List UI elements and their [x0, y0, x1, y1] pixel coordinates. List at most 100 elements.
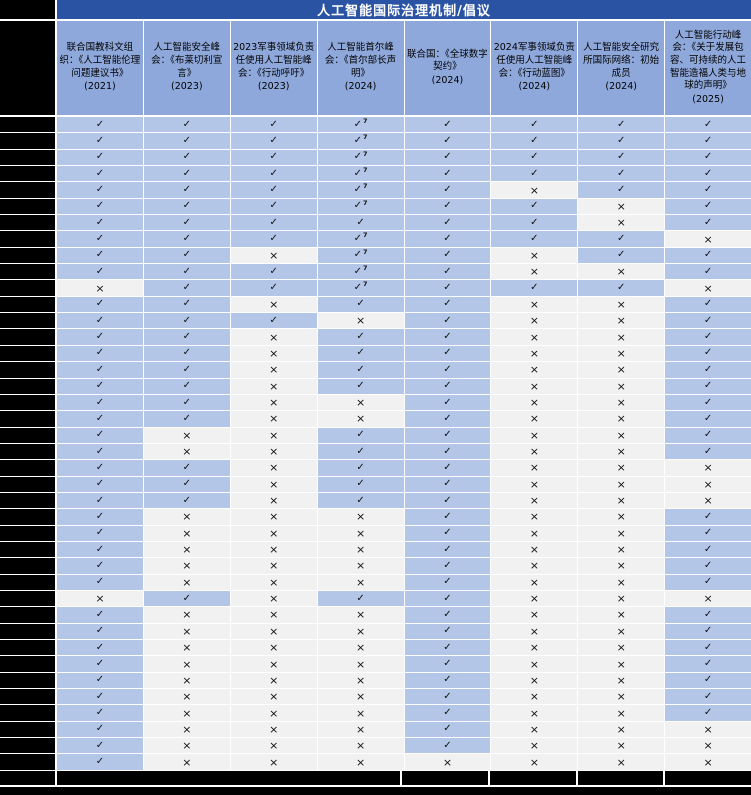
check-mark: ✓: [95, 674, 105, 686]
redacted-row-label: [0, 754, 57, 771]
cross-cell: ×: [143, 672, 231, 690]
table-row: ✓ × × × ✓ × × ×: [0, 738, 751, 755]
column-header-year: (2024): [518, 81, 551, 93]
check-cell: ✓: [57, 492, 144, 510]
cross-cell: ×: [317, 721, 405, 739]
table-row: ✓ ✓ ✓ ✓ 7 ✓ ✓ ✓ ✓: [0, 133, 751, 150]
cross-mark: ×: [529, 183, 539, 197]
cross-mark: ×: [529, 248, 539, 262]
cross-mark: ×: [529, 624, 539, 638]
check-mark: ✓: [443, 151, 452, 163]
redacted-row-label: [0, 264, 57, 281]
cross-mark: ×: [703, 755, 713, 769]
redacted-row-label: [0, 443, 57, 461]
check-cell: ✓: [143, 264, 231, 281]
redacted-row-label: [0, 247, 57, 265]
cross-mark: ×: [269, 673, 279, 687]
check-cell: ✓: [665, 149, 751, 167]
column-header-8: 人工智能行动峰会：《关于发展包容、可持续的人工智能造福人类与地球的声明》 (202…: [665, 21, 751, 117]
check-cell: ✓: [57, 296, 144, 314]
check-mark: ✓: [703, 641, 713, 653]
cross-cell: ×: [491, 558, 579, 575]
check-cell: ✓: [57, 166, 144, 183]
check-mark: ✓: [182, 216, 191, 228]
check-mark: ✓: [353, 249, 362, 261]
cross-cell: ×: [143, 525, 231, 542]
check-mark: ✓: [95, 265, 105, 277]
cross-mark: ×: [182, 543, 192, 557]
table-row: ✓ ✓ × ✓ ✓ × × ✓: [0, 362, 751, 379]
check-mark: ✓: [703, 608, 713, 620]
check-cell: ✓: [491, 231, 579, 248]
cross-mark: ×: [616, 526, 626, 540]
cross-mark: ×: [703, 461, 713, 475]
redacted-row-label: [0, 411, 57, 428]
cross-mark: ×: [269, 575, 279, 589]
check-mark: ✓: [703, 347, 713, 359]
cross-cell: ×: [491, 705, 579, 722]
cross-cell: ×: [491, 329, 579, 346]
cross-cell: ×: [491, 590, 579, 608]
check-mark: ✓: [182, 118, 191, 130]
check-cell: ✓ 7: [317, 247, 405, 265]
check-cell: ✓: [57, 411, 144, 428]
check-cell: ✓: [230, 264, 318, 281]
check-cell: ✓: [143, 182, 231, 199]
check-mark: ✓: [95, 216, 105, 228]
cross-mark: ×: [616, 412, 626, 426]
check-cell: ✓: [57, 640, 144, 657]
table-row: ✓ × × × ✓ × × ✓: [0, 574, 751, 591]
cross-mark: ×: [182, 624, 192, 638]
check-cell: ✓: [404, 411, 492, 428]
check-mark: ✓: [443, 494, 452, 506]
redacted-footer-cell: [489, 770, 578, 787]
check-cell: ✓ 7: [317, 149, 405, 167]
cross-cell: ×: [665, 754, 751, 771]
table-row: ✓ × × × ✓ × × ✓: [0, 640, 751, 657]
check-cell: ✓: [665, 443, 751, 461]
check-mark: ✓: [182, 347, 191, 359]
redacted-row-label: [0, 378, 57, 395]
check-cell: ✓: [57, 264, 144, 281]
check-cell: ✓: [404, 280, 492, 297]
check-cell: ✓: [404, 476, 492, 493]
cross-mark: ×: [529, 592, 539, 606]
check-mark: ✓: [182, 200, 191, 212]
cross-mark: ×: [269, 624, 279, 638]
check-mark: ✓: [95, 445, 105, 457]
check-mark: ✓: [95, 658, 105, 670]
cross-mark: ×: [703, 722, 713, 736]
cross-cell: ×: [143, 738, 231, 755]
check-mark: ✓: [616, 249, 626, 261]
check-cell: ✓: [230, 149, 318, 167]
check-mark: ✓: [95, 429, 105, 441]
check-cell: ✓: [404, 329, 492, 346]
redacted-row-label: [0, 705, 57, 722]
redacted-footer-cell: [577, 770, 666, 787]
table-row: ✓ ✓ ✓ ✓ 7 ✓ × ✓ ✓: [0, 182, 751, 199]
cross-cell: ×: [578, 345, 666, 363]
cross-mark: ×: [616, 379, 626, 393]
cross-mark: ×: [529, 526, 539, 540]
redacted-footer-label-cell: [0, 770, 57, 787]
footnote-marker: 7: [362, 165, 368, 174]
check-cell: ✓: [57, 623, 144, 640]
column-header-label: 人工智能首尔峰会：《首尔部长声明》: [324, 42, 397, 79]
cross-cell: ×: [491, 607, 579, 624]
check-mark: ✓: [353, 265, 362, 277]
check-cell: ✓: [404, 198, 492, 216]
check-cell: ✓: [57, 541, 144, 559]
cross-cell: ×: [578, 590, 666, 608]
check-cell: ✓: [57, 525, 144, 542]
cross-cell: ×: [491, 182, 579, 199]
check-mark: ✓: [703, 510, 713, 522]
redacted-footer-row: [0, 770, 751, 787]
check-cell: ✓: [143, 215, 231, 232]
cross-cell: ×: [578, 721, 666, 739]
cross-mark: ×: [529, 346, 539, 360]
cross-cell: ×: [230, 394, 318, 412]
check-cell: ✓: [57, 427, 144, 444]
cross-cell: ×: [230, 460, 318, 477]
check-cell: ✓: [57, 117, 144, 134]
